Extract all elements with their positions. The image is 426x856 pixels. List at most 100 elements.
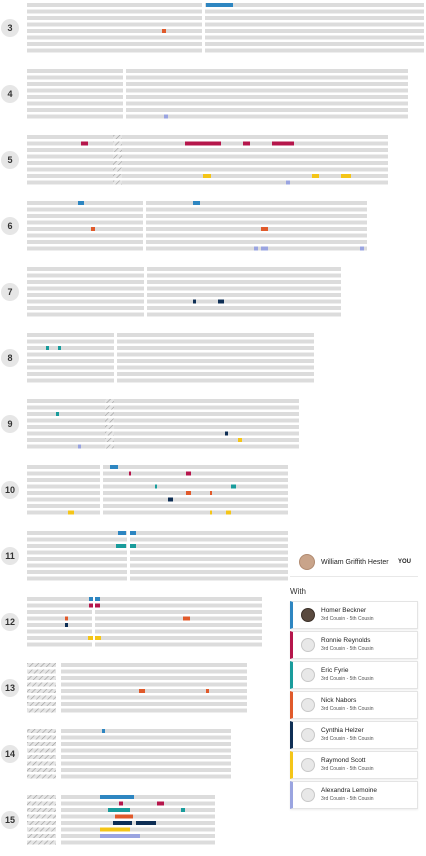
centromere-region: [113, 135, 122, 139]
chromosome-arm-left: [27, 497, 100, 502]
chromosome-arm-right: [146, 207, 367, 212]
match-segment-orange: [115, 814, 133, 819]
chromosome-arm-left: [27, 101, 123, 106]
chromosome-arm-right: [61, 827, 215, 832]
chromosome-arm-left: [27, 240, 143, 244]
chromosome-label-badge: [1, 613, 19, 631]
match-text: Ronnie Reynolds 3rd Cousin - 5th Cousin: [321, 636, 374, 654]
match-row[interactable]: Homer Beckner 3rd Cousin - 5th Cousin: [290, 601, 418, 629]
match-segment-blue: [193, 201, 200, 205]
chromosome-arm-right: [120, 161, 388, 165]
chromosome-arm-right: [126, 75, 408, 80]
match-name: Raymond Scott: [321, 757, 366, 764]
match-list: Homer Beckner 3rd Cousin - 5th Cousin Ronn…: [290, 601, 418, 809]
chromosome-arm-right: [61, 801, 215, 806]
match-row[interactable]: Alexandra Lemoine 3rd Cousin - 5th Cousin: [290, 781, 418, 809]
chromosome-arm-right: [61, 695, 247, 700]
chromosome-label-badge: [1, 85, 19, 103]
chromosome-arm-left: [27, 16, 202, 20]
chromosome-arm-right: [147, 286, 341, 291]
hatched-region: [27, 676, 56, 680]
hatched-region: [27, 795, 56, 799]
chromosome-arm-right: [112, 431, 299, 436]
match-segment-yellow: [226, 510, 231, 515]
chromosome-arm-left: [27, 148, 117, 152]
match-panel: William Griffith Hester YOU With Homer B…: [290, 548, 418, 811]
hatched-region: [27, 840, 56, 845]
chromosome-arm-right: [95, 603, 262, 608]
chromosome-arm-right: [147, 273, 341, 278]
match-segment-blue: [130, 531, 136, 535]
hatched-region: [27, 742, 56, 746]
match-row[interactable]: Cynthia Helzer 3rd Cousin - 5th Cousin: [290, 721, 418, 749]
chromosome-arm-left: [27, 82, 123, 86]
match-row[interactable]: Eric Fyrie 3rd Cousin - 5th Cousin: [290, 661, 418, 689]
chromosome-arm-left: [27, 312, 144, 317]
chromosome-arm-left: [27, 286, 144, 291]
match-segment-teal: [181, 808, 185, 812]
chromosome-arm-left: [27, 610, 92, 614]
chromosome-arm-left: [27, 214, 143, 218]
chromosome-arm-right: [146, 201, 367, 205]
match-segment-navy: [168, 497, 173, 502]
centromere-region: [113, 180, 122, 185]
chromosome-arm-left: [27, 557, 127, 561]
centromere-region: [113, 161, 122, 165]
chromosome-arm-right: [103, 478, 288, 482]
chromosome-arm-right: [61, 840, 215, 845]
chromosome-arm-right: [117, 365, 314, 370]
chromosome-arm-left: [27, 141, 117, 146]
chromosome-arm-left: [27, 399, 109, 403]
match-segment-yellow: [210, 510, 212, 515]
chromosome-label: 10: [5, 485, 15, 495]
chromosome-arm-left: [27, 563, 127, 568]
match-row[interactable]: Raymond Scott 3rd Cousin - 5th Cousin: [290, 751, 418, 779]
centromere-region: [113, 167, 122, 172]
default-avatar-icon: [301, 758, 315, 772]
chromosome-arm-right: [95, 636, 262, 640]
match-name: Cynthia Helzer: [321, 727, 364, 734]
centromere-region: [113, 154, 122, 159]
centromere-region: [105, 425, 114, 429]
chromosome-label-badge: [1, 415, 19, 433]
match-segment-teal: [231, 484, 236, 489]
match-row[interactable]: Nick Nabors 3rd Cousin - 5th Cousin: [290, 691, 418, 719]
chromosome-arm-right: [103, 491, 288, 495]
chromosome-label: 11: [5, 551, 15, 561]
chromosome-arm-right: [61, 814, 215, 819]
match-segment-teal: [58, 346, 61, 350]
match-segment-blue: [102, 729, 105, 733]
chromosome-arm-left: [27, 636, 92, 640]
chromosome-arm-left: [27, 220, 143, 225]
chromosome-arm-left: [27, 3, 202, 7]
chromosome-arm-right: [205, 16, 424, 20]
match-segment-crimson: [119, 801, 123, 806]
match-segment-crimson: [185, 141, 221, 146]
centromere-region: [105, 431, 114, 436]
chromosome-arm-right: [103, 484, 288, 489]
chromosome-arm-left: [27, 642, 92, 647]
chromosome-label-badge: [1, 151, 19, 169]
chromosome-arm-left: [27, 444, 109, 449]
match-segment-lavender: [261, 246, 268, 251]
chromosome-arm-right: [117, 378, 314, 383]
with-label: With: [290, 587, 306, 596]
match-segment-yellow: [238, 438, 242, 442]
chromosome-arm-right: [147, 299, 341, 304]
chromosome-arm-left: [27, 201, 143, 205]
chromosome-arm-left: [27, 267, 144, 271]
chromosome-arm-left: [27, 570, 127, 574]
default-avatar-icon: [301, 638, 315, 652]
chromosome-arm-right: [61, 682, 247, 687]
chromosome-arm-left: [27, 161, 117, 165]
chromosome-arm-left: [27, 174, 117, 178]
match-segment-crimson: [95, 603, 100, 608]
chromosome-arm-right: [61, 748, 231, 753]
chromosome-arm-right: [112, 412, 299, 416]
default-avatar-icon: [301, 728, 315, 742]
chromosome-arm-right: [61, 708, 247, 713]
chromosome-arm-right: [147, 280, 341, 284]
match-row[interactable]: Ronnie Reynolds 3rd Cousin - 5th Cousin: [290, 631, 418, 659]
match-relationship: 3rd Cousin - 5th Cousin: [321, 736, 374, 742]
